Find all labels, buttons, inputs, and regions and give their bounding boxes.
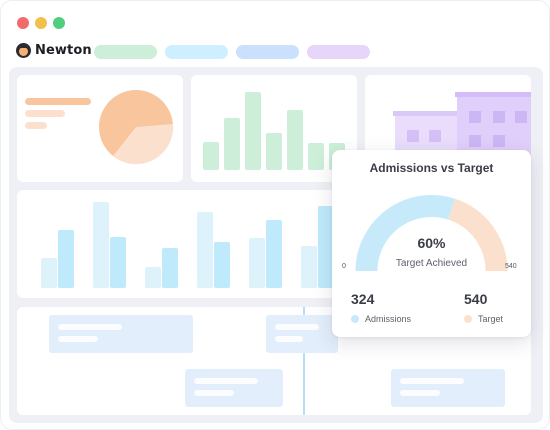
timeline-event[interactable] [49,315,193,353]
legend-line [25,98,91,105]
target-swatch [464,315,472,323]
chart-bar [224,118,240,170]
building-right [457,95,531,160]
gauge-max-label: 540 [505,263,517,270]
target-label: Target [478,314,504,324]
timeline-event[interactable] [185,369,283,407]
chart-bar [110,237,126,288]
chart-bar [318,206,334,288]
chart-bar [58,230,74,288]
chart-bar [41,258,57,288]
green-bar-chart-card[interactable] [191,75,357,182]
admissions-vs-target-card[interactable]: Admissions vs Target 60% Target Achieved… [332,150,531,337]
chart-bar [301,246,317,288]
gauge-caption: Target Achieved [395,258,468,269]
pie-chart [99,90,174,165]
admissions-value: 324 [351,291,375,307]
window-controls [17,17,65,29]
chart-bar [93,202,109,288]
newton-logo-icon [16,43,31,58]
chart-bar [249,238,265,288]
admissions-legend: Admissions [351,314,411,324]
chart-bar [245,92,261,170]
blue-bar-chart-card[interactable] [17,190,339,298]
chart-bar [214,242,230,288]
timeline-event[interactable] [266,315,338,353]
close-window-button[interactable] [17,17,29,29]
card-title: Admissions vs Target [369,161,494,175]
brand[interactable]: Newton [16,43,92,58]
building-right-roof [455,92,531,97]
chart-bar [266,133,282,170]
legend-line [25,110,65,117]
admissions-label: Admissions [365,314,412,324]
chart-bar [287,110,303,170]
tab-cyan[interactable] [165,45,228,59]
admissions-swatch [351,315,359,323]
pie-chart-card[interactable] [17,75,183,182]
tab-blue[interactable] [236,45,299,59]
chart-bar [203,142,219,170]
minimize-window-button[interactable] [35,17,47,29]
chart-bar [197,212,213,288]
target-value: 540 [464,291,488,307]
maximize-window-button[interactable] [53,17,65,29]
timeline-event[interactable] [391,369,505,407]
gauge-chart [355,195,508,272]
gauge-min-label: 0 [342,263,346,270]
timeline-marker[interactable] [303,307,305,415]
chart-bar [308,143,324,170]
tab-purple[interactable] [307,45,370,59]
gauge-admissions-arc [355,195,455,272]
target-legend: Target [464,314,503,324]
gauge-target-arc [447,198,508,272]
pie-slice [113,124,174,165]
legend-line [25,122,47,129]
chart-bar [145,267,161,288]
tab-green[interactable] [94,45,157,59]
chart-bar [162,248,178,288]
chart-bar [266,220,282,288]
building-left-roof [393,111,459,116]
gauge-percent: 60% [417,235,446,251]
brand-name: Newton [35,43,92,58]
